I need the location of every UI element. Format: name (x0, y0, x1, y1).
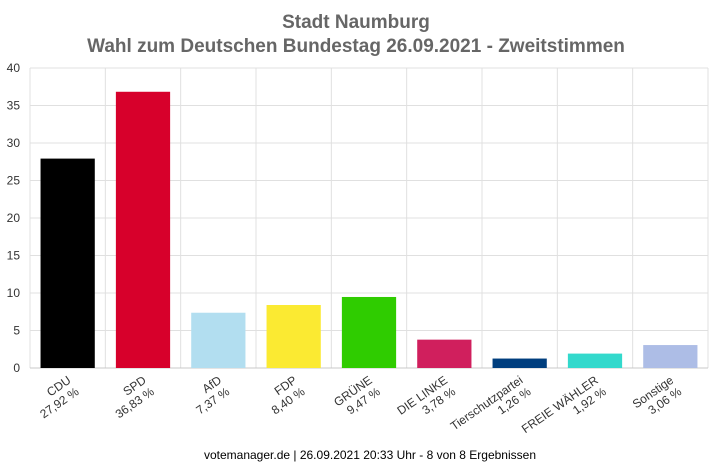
chart-subtitle: Wahl zum Deutschen Bundestag 26.09.2021 … (87, 36, 625, 57)
y-tick-label-5: 5 (13, 324, 20, 338)
y-tick-label-20: 20 (7, 211, 21, 225)
bars (40, 91, 698, 369)
y-axis-ticks: 0 5 10 15 20 25 30 35 40 (7, 61, 21, 375)
footer-source: votemanager.de | 26.09.2021 20:33 Uhr - … (204, 448, 536, 462)
chart-title: Stadt Naumburg (282, 12, 430, 33)
bar-spd (115, 91, 171, 369)
y-tick-label-10: 10 (7, 286, 21, 300)
y-tick-label-0: 0 (13, 361, 20, 375)
y-tick-label-25: 25 (7, 174, 21, 188)
y-tick-label-35: 35 (7, 99, 21, 113)
bar-afd (191, 312, 246, 368)
bar-sonstige (643, 345, 698, 368)
y-tick-label-40: 40 (7, 61, 21, 75)
bar-cdu (40, 158, 95, 368)
bar-die-linke (417, 339, 472, 368)
bar-grüne (341, 296, 397, 368)
y-tick-label-15: 15 (7, 249, 21, 263)
bar-freie-wähler (567, 353, 623, 368)
bar-fdp (266, 305, 321, 368)
bar-tierschutzpartei (492, 358, 547, 368)
y-tick-label-30: 30 (7, 136, 21, 150)
